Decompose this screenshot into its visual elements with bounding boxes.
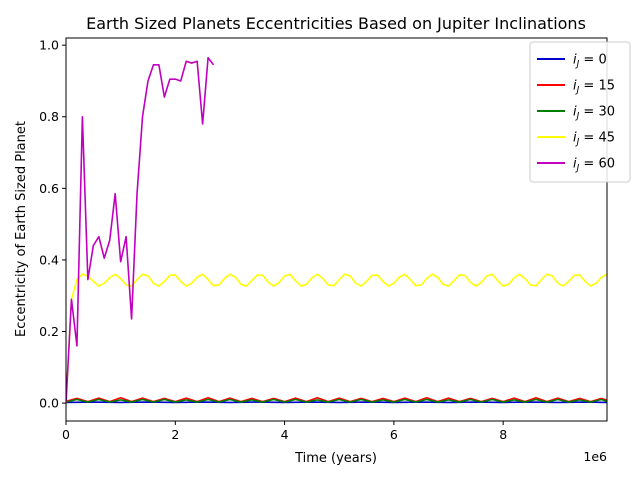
- y-tick-label: 0.2: [39, 324, 59, 339]
- x-tick-label: 0: [62, 427, 70, 442]
- y-axis: 0.0 0.2 0.4 0.6 0.8 1.0: [39, 38, 66, 411]
- series-layer: [66, 56, 607, 404]
- legend-label-0: iJ = 0: [573, 53, 607, 70]
- legend-label-2: iJ = 30: [573, 105, 615, 122]
- legend-label-3: iJ = 45: [573, 131, 615, 148]
- y-tick-label: 0.0: [39, 396, 59, 411]
- x-axis-offset-label: 1e6: [583, 449, 607, 464]
- chart-title: Earth Sized Planets Eccentricities Based…: [86, 14, 586, 33]
- y-tick-label: 0.4: [39, 252, 59, 267]
- plot-frame: [65, 37, 608, 422]
- series-line-3: [66, 273, 607, 404]
- series-line-4: [66, 56, 215, 404]
- x-tick-label: 8: [499, 427, 507, 442]
- x-tick-label: 2: [171, 427, 179, 442]
- legend: iJ = 0 iJ = 15 iJ = 30 iJ = 45 iJ = 60: [529, 41, 631, 183]
- y-tick-label: 0.6: [39, 181, 59, 196]
- x-tick-label: 4: [281, 427, 289, 442]
- x-axis-title: Time (years): [294, 451, 377, 466]
- legend-label-1: iJ = 15: [573, 79, 615, 96]
- y-axis-title: Eccentricity of Earth Sized Planet: [14, 121, 29, 337]
- y-tick-label: 0.8: [39, 109, 59, 124]
- y-tick-label: 1.0: [39, 38, 59, 53]
- x-tick-label: 6: [390, 427, 398, 442]
- x-axis: 0 2 4 6 8: [62, 421, 507, 442]
- legend-box: [529, 41, 631, 183]
- series-line-2: [66, 398, 607, 403]
- legend-label-4: iJ = 60: [573, 157, 615, 174]
